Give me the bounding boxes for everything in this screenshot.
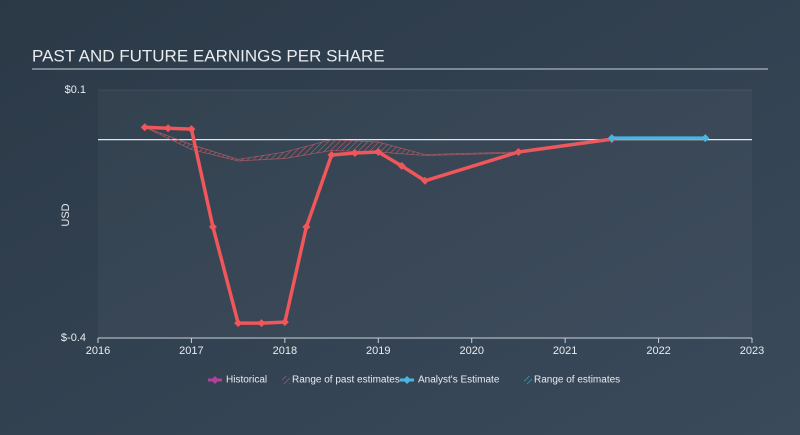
y-tick-label: $-0.4 [61,332,86,344]
data-point [327,150,336,159]
y-tick-label: $0.1 [65,84,86,96]
chart-title: PAST AND FUTURE EARNINGS PER SHARE [32,46,385,65]
legend-label: Range of past estimates [292,375,400,386]
plot-area [98,90,752,338]
data-point [234,319,243,328]
x-tick-label: 2018 [273,345,297,357]
legend-swatch [282,376,290,384]
x-tick-label: 2023 [740,345,764,357]
x-tick-label: 2019 [366,345,390,357]
data-point [302,222,311,231]
x-tick-label: 2016 [86,345,110,357]
data-point [421,176,429,185]
data-point [208,222,217,231]
legend-swatch [211,376,219,384]
x-tick-label: 2021 [553,345,577,357]
legend-label: Range of estimates [534,375,620,386]
x-tick-label: 2017 [179,345,203,357]
legend-swatch [524,376,532,384]
data-point [164,124,173,133]
data-point [257,319,266,328]
data-point [187,125,196,134]
legend-label: Historical [226,375,267,386]
x-tick-label: 2020 [459,345,483,357]
legend-swatch [403,376,411,384]
x-tick-label: 2022 [646,345,670,357]
estimate-range [611,137,706,140]
data-point [397,161,406,170]
y-axis-label: USD [60,203,72,226]
data-point [280,318,289,327]
legend-label: Analyst's Estimate [418,375,500,386]
